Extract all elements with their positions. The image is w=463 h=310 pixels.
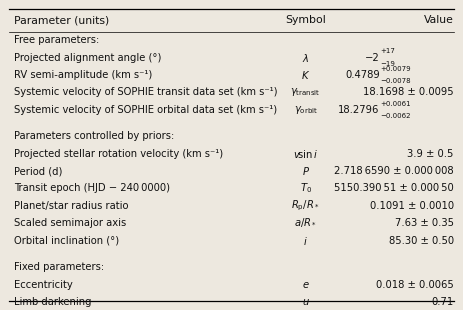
Text: Parameter (units): Parameter (units): [14, 16, 109, 25]
Text: Projected alignment angle (°): Projected alignment angle (°): [14, 53, 161, 63]
Text: 0.71: 0.71: [432, 297, 454, 307]
Text: 18.2796: 18.2796: [338, 105, 380, 115]
Text: 0.1091 ± 0.0010: 0.1091 ± 0.0010: [369, 201, 454, 211]
Text: −2: −2: [365, 53, 380, 63]
Text: Projected stellar rotation velocity (km s⁻¹): Projected stellar rotation velocity (km …: [14, 149, 223, 159]
Text: Systemic velocity of SOPHIE transit data set (km s⁻¹): Systemic velocity of SOPHIE transit data…: [14, 87, 277, 97]
Text: 3.9 ± 0.5: 3.9 ± 0.5: [407, 149, 454, 159]
Text: $\gamma_{\rm orbit}$: $\gamma_{\rm orbit}$: [294, 104, 318, 116]
Text: Period (d): Period (d): [14, 166, 62, 176]
Text: $\lambda$: $\lambda$: [302, 52, 309, 64]
Text: −0.0078: −0.0078: [381, 78, 411, 84]
Text: $v\!\sin i$: $v\!\sin i$: [293, 148, 318, 160]
Text: Scaled semimajor axis: Scaled semimajor axis: [14, 218, 126, 228]
Text: Planet/star radius ratio: Planet/star radius ratio: [14, 201, 128, 211]
Text: +0.0079: +0.0079: [381, 66, 411, 72]
Text: Limb darkening: Limb darkening: [14, 297, 91, 307]
Text: Systemic velocity of SOPHIE orbital data set (km s⁻¹): Systemic velocity of SOPHIE orbital data…: [14, 105, 277, 115]
Text: +0.0061: +0.0061: [381, 100, 411, 107]
Text: 7.63 ± 0.35: 7.63 ± 0.35: [395, 218, 454, 228]
Text: Fixed parameters:: Fixed parameters:: [14, 262, 104, 272]
Text: −19: −19: [381, 61, 395, 67]
Text: 0.4789: 0.4789: [345, 70, 380, 80]
Text: 5150.390 51 ± 0.000 50: 5150.390 51 ± 0.000 50: [334, 184, 454, 193]
Text: $u$: $u$: [301, 297, 310, 307]
Text: 0.018 ± 0.0065: 0.018 ± 0.0065: [376, 280, 454, 290]
Text: 85.30 ± 0.50: 85.30 ± 0.50: [388, 236, 454, 246]
Text: Eccentricity: Eccentricity: [14, 280, 73, 290]
Text: $R_{\rm p}/R_*$: $R_{\rm p}/R_*$: [291, 199, 320, 213]
Text: Parameters controlled by priors:: Parameters controlled by priors:: [14, 131, 174, 141]
Text: Symbol: Symbol: [285, 16, 326, 25]
Text: $P$: $P$: [301, 165, 310, 177]
Text: $e$: $e$: [302, 280, 309, 290]
Text: $K$: $K$: [301, 69, 310, 81]
Text: RV semi-amplitude (km s⁻¹): RV semi-amplitude (km s⁻¹): [14, 70, 152, 80]
Text: $\gamma_{\rm transit}$: $\gamma_{\rm transit}$: [290, 86, 321, 98]
Text: Free parameters:: Free parameters:: [14, 35, 99, 45]
Text: $T_0$: $T_0$: [300, 182, 312, 195]
Text: 18.1698 ± 0.0095: 18.1698 ± 0.0095: [363, 87, 454, 97]
Text: $a/R_*$: $a/R_*$: [294, 217, 317, 229]
Text: Transit epoch (HJD − 240 0000): Transit epoch (HJD − 240 0000): [14, 184, 170, 193]
Text: Value: Value: [424, 16, 454, 25]
Text: 2.718 6590 ± 0.000 008: 2.718 6590 ± 0.000 008: [334, 166, 454, 176]
Text: +17: +17: [381, 48, 395, 55]
Text: $i$: $i$: [303, 235, 308, 246]
Text: −0.0062: −0.0062: [381, 113, 411, 119]
Text: Orbital inclination (°): Orbital inclination (°): [14, 236, 119, 246]
